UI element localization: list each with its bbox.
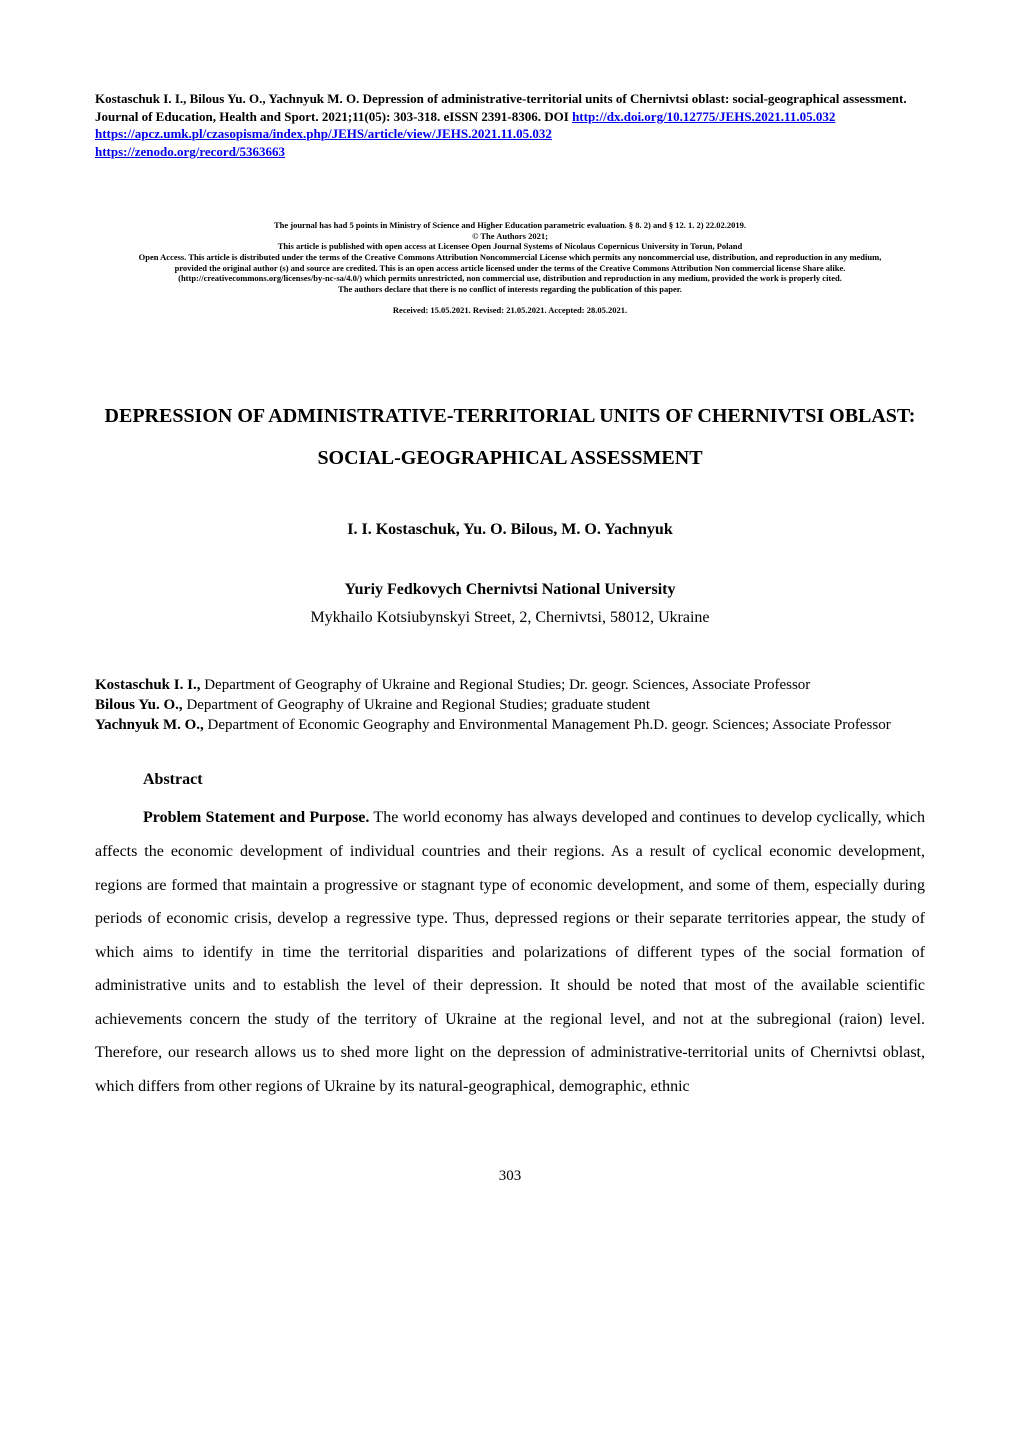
license-line: (http://creativecommons.org/licenses/by-… <box>95 273 925 284</box>
author-name: Yachnyuk M. O., <box>95 717 208 733</box>
license-block: The journal has had 5 points in Ministry… <box>95 220 925 294</box>
author-role: Department of Economic Geography and Env… <box>208 717 891 733</box>
paper-title: DEPRESSION OF ADMINISTRATIVE-TERRITORIAL… <box>95 395 925 479</box>
dates-line: Received: 15.05.2021. Revised: 21.05.202… <box>95 305 925 315</box>
abstract-text: The world economy has always developed a… <box>95 809 925 1095</box>
license-line: Open Access. This article is distributed… <box>95 252 925 263</box>
author-role: Department of Geography of Ukraine and R… <box>186 697 650 713</box>
author-role: Department of Geography of Ukraine and R… <box>204 677 810 693</box>
abstract-body: Problem Statement and Purpose. The world… <box>95 801 925 1103</box>
license-line: The authors declare that there is no con… <box>95 284 925 295</box>
citation-block: Kostaschuk I. I., Bilous Yu. O., Yachnyu… <box>95 90 925 160</box>
abstract-heading: Abstract <box>95 771 925 789</box>
license-line: provided the original author (s) and sou… <box>95 263 925 274</box>
doi-link[interactable]: http://dx.doi.org/10.12775/JEHS.2021.11.… <box>572 109 835 124</box>
license-line: This article is published with open acce… <box>95 241 925 252</box>
author-name: Bilous Yu. O., <box>95 697 186 713</box>
abstract-lead: Problem Statement and Purpose. <box>143 809 369 826</box>
affiliation-name: Yuriy Fedkovych Chernivtsi National Univ… <box>95 581 925 599</box>
license-line: © The Authors 2021; <box>95 231 925 242</box>
article-link[interactable]: https://apcz.umk.pl/czasopisma/index.php… <box>95 126 552 141</box>
author-details: Kostaschuk I. I., Department of Geograph… <box>95 675 925 736</box>
author-name: Kostaschuk I. I., <box>95 677 204 693</box>
affiliation-address: Mykhailo Kotsiubynskyi Street, 2, Cherni… <box>95 609 925 627</box>
page-number: 303 <box>95 1168 925 1185</box>
zenodo-link[interactable]: https://zenodo.org/record/5363663 <box>95 144 285 159</box>
authors-line: I. I. Kostaschuk, Yu. O. Bilous, M. O. Y… <box>95 521 925 539</box>
license-line: The journal has had 5 points in Ministry… <box>95 220 925 231</box>
